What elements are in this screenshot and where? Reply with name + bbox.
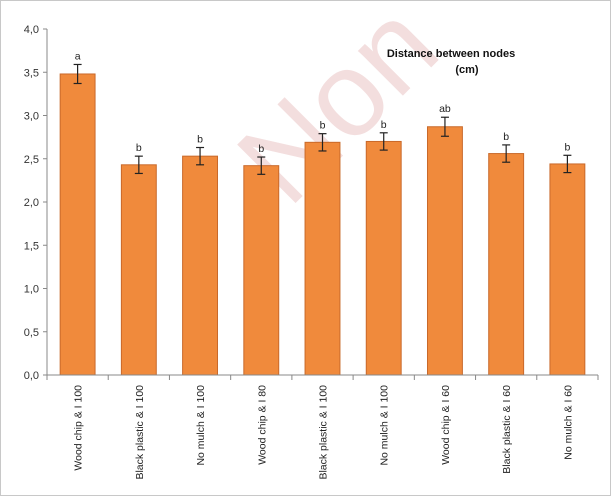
bar bbox=[243, 165, 280, 376]
significance-label: b bbox=[320, 120, 326, 132]
bar bbox=[488, 153, 525, 376]
x-category-label: Black plastic & I 100 bbox=[318, 385, 330, 480]
bar bbox=[120, 164, 157, 376]
bar bbox=[59, 73, 96, 376]
y-tick-label: 2,0 bbox=[24, 197, 39, 209]
y-axis: 0,0 0,5 1,0 1,5 2,0 2,5 3,0 3,5 4,0 bbox=[24, 24, 48, 382]
x-category-label: No mulch & I 100 bbox=[195, 385, 207, 466]
chart-subtitle: (cm) bbox=[455, 64, 479, 76]
x-category-label: No mulch & I 100 bbox=[379, 385, 391, 466]
significance-label: b bbox=[503, 131, 509, 143]
bar bbox=[549, 163, 586, 376]
y-tick-label: 0,0 bbox=[24, 370, 39, 382]
bar bbox=[426, 126, 463, 376]
x-category-label: Black plastic & I 60 bbox=[501, 385, 513, 474]
y-tick-label: 1,0 bbox=[24, 284, 39, 296]
y-tick-label: 0,5 bbox=[24, 327, 39, 339]
x-category-label: Black plastic & I 100 bbox=[134, 385, 146, 480]
chart-title: Distance between nodes bbox=[387, 48, 515, 60]
significance-label: a bbox=[75, 50, 81, 62]
y-tick-label: 3,0 bbox=[24, 111, 39, 123]
significance-label: b bbox=[197, 134, 203, 146]
y-tick-label: 4,0 bbox=[24, 24, 39, 36]
y-tick-label: 2,5 bbox=[24, 154, 39, 166]
x-category-label: Wood chip & I 80 bbox=[256, 385, 268, 465]
bar bbox=[365, 140, 402, 376]
significance-label: b bbox=[564, 141, 570, 153]
significance-label: b bbox=[136, 142, 142, 154]
significance-label: ab bbox=[439, 103, 451, 115]
y-tick-label: 1,5 bbox=[24, 240, 39, 252]
bar bbox=[182, 155, 219, 376]
significance-label: b bbox=[381, 119, 387, 131]
significance-label: b bbox=[258, 143, 264, 155]
y-tick-label: 3,5 bbox=[24, 67, 39, 79]
bar bbox=[304, 141, 341, 376]
x-category-label: Wood chip & I 100 bbox=[73, 385, 85, 471]
x-category-label: No mulch & I 60 bbox=[562, 385, 574, 460]
x-axis: Wood chip & I 100 Black plastic & I 100 No… bbox=[46, 374, 599, 480]
x-category-label: Wood chip & I 60 bbox=[440, 385, 452, 465]
